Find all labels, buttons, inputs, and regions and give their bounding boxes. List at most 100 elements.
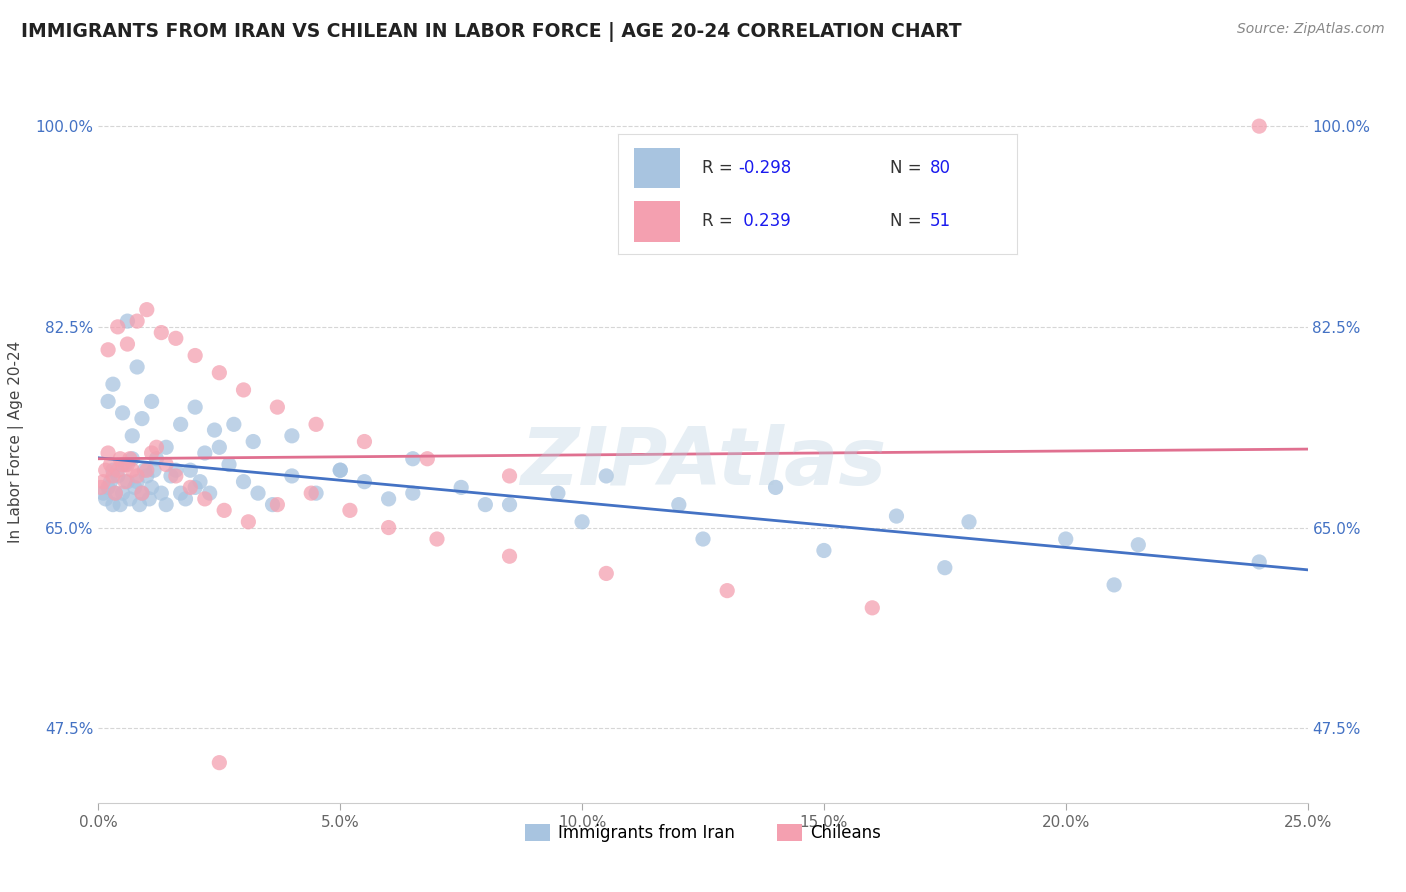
Point <box>765 480 787 494</box>
Point <box>155 458 177 472</box>
Point <box>692 532 714 546</box>
Point <box>117 337 139 351</box>
Point <box>117 314 139 328</box>
Point <box>353 434 375 449</box>
Point <box>135 469 157 483</box>
Point <box>547 486 569 500</box>
Point <box>107 319 129 334</box>
Point <box>108 498 131 512</box>
Point <box>184 349 207 363</box>
Point <box>165 469 187 483</box>
Point <box>1102 578 1125 592</box>
Point <box>204 423 226 437</box>
Point <box>117 458 139 472</box>
Point <box>134 463 156 477</box>
Point <box>668 498 690 512</box>
Point <box>124 480 146 494</box>
Point <box>145 440 167 454</box>
Point <box>101 469 124 483</box>
Point <box>353 475 375 489</box>
Point <box>232 475 254 489</box>
Point <box>94 463 117 477</box>
Point <box>450 480 472 494</box>
Point <box>498 469 520 483</box>
Point <box>179 463 201 477</box>
Point <box>474 498 496 512</box>
Text: ZIPAtlas: ZIPAtlas <box>520 425 886 502</box>
Text: IMMIGRANTS FROM IRAN VS CHILEAN IN LABOR FORCE | AGE 20-24 CORRELATION CHART: IMMIGRANTS FROM IRAN VS CHILEAN IN LABOR… <box>21 22 962 42</box>
Point <box>107 469 129 483</box>
Point <box>208 366 231 380</box>
Point <box>141 446 163 460</box>
Point <box>127 359 149 374</box>
Point <box>242 434 264 449</box>
Point <box>150 486 173 500</box>
Point <box>100 475 122 489</box>
Point <box>135 463 157 477</box>
Point <box>198 486 221 500</box>
Point <box>188 475 211 489</box>
Point <box>165 331 187 345</box>
Point <box>107 463 129 477</box>
Point <box>266 400 288 414</box>
Point <box>222 417 245 432</box>
Point <box>111 486 134 500</box>
Point <box>262 498 284 512</box>
Point <box>402 486 425 500</box>
Point <box>127 469 149 483</box>
Point <box>1054 532 1077 546</box>
Point <box>97 480 120 494</box>
Point <box>595 469 617 483</box>
Point <box>101 498 124 512</box>
Point <box>97 343 120 357</box>
Point <box>416 451 439 466</box>
Point <box>100 458 122 472</box>
Point <box>194 491 217 506</box>
Point <box>169 486 191 500</box>
Point <box>179 480 201 494</box>
Point <box>111 406 134 420</box>
Point <box>329 463 352 477</box>
Point <box>131 486 153 500</box>
Point <box>402 451 425 466</box>
Point <box>104 486 127 500</box>
Point <box>114 458 136 472</box>
Point <box>117 475 139 489</box>
Point <box>150 326 173 340</box>
Point <box>571 515 593 529</box>
Point <box>886 509 908 524</box>
Point <box>377 491 399 506</box>
Point <box>247 486 270 500</box>
Point <box>281 429 304 443</box>
Point <box>208 440 231 454</box>
Point <box>97 446 120 460</box>
Point <box>813 543 835 558</box>
Point <box>218 458 240 472</box>
Point <box>184 480 207 494</box>
Legend: Immigrants from Iran, Chileans: Immigrants from Iran, Chileans <box>519 817 887 848</box>
Point <box>184 400 207 414</box>
Point <box>121 463 143 477</box>
Point <box>281 469 304 483</box>
Point <box>232 383 254 397</box>
Point <box>426 532 449 546</box>
Point <box>194 446 217 460</box>
Point <box>1128 538 1150 552</box>
Text: Source: ZipAtlas.com: Source: ZipAtlas.com <box>1237 22 1385 37</box>
Point <box>143 463 166 477</box>
Point <box>160 469 183 483</box>
Point <box>141 394 163 409</box>
Point <box>127 475 149 489</box>
Point <box>498 549 520 564</box>
Point <box>94 491 117 506</box>
Point <box>155 440 177 454</box>
Point <box>299 486 322 500</box>
Point <box>329 463 352 477</box>
Point <box>101 463 124 477</box>
Point <box>128 498 150 512</box>
Point <box>90 480 112 494</box>
Point <box>1249 555 1271 569</box>
Point <box>111 458 134 472</box>
Point <box>169 417 191 432</box>
Point <box>141 480 163 494</box>
